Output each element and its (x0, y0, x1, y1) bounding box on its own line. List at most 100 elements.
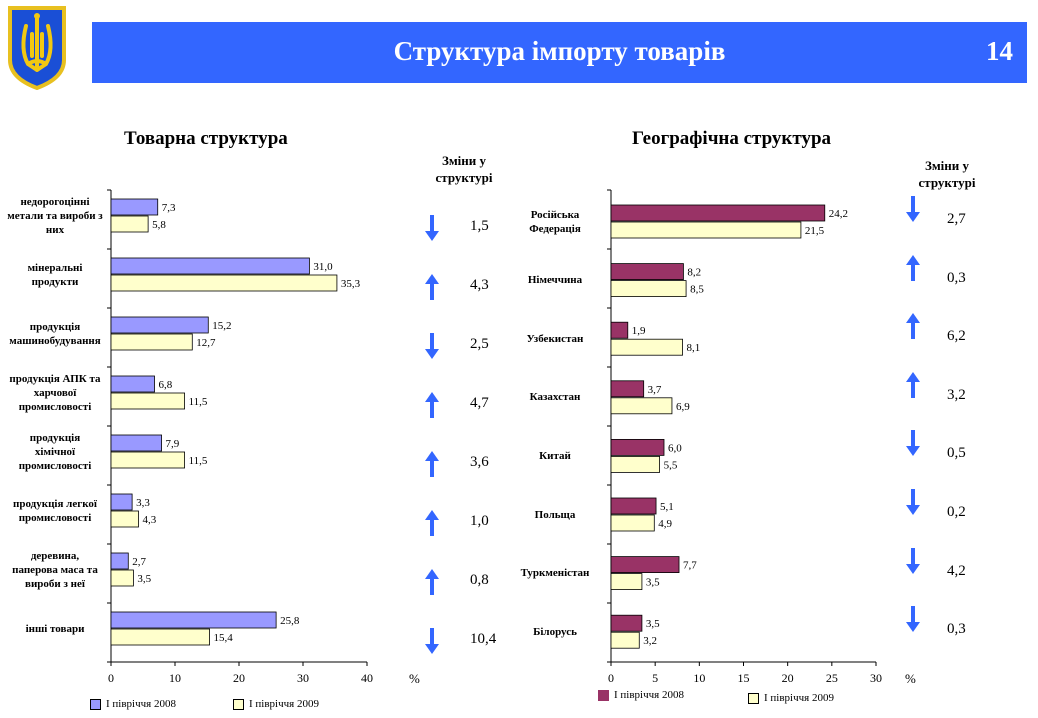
right-bar-2009 (610, 280, 687, 298)
left-unit-label: % (409, 671, 420, 686)
left-category-label: недорогоцінні метали та вироби з них (7, 195, 103, 236)
right-data-label: 7,7 (683, 560, 697, 572)
right-change-value: 3,2 (947, 386, 966, 403)
right-bar-2008 (610, 556, 680, 573)
right-data-label: 6,9 (676, 401, 690, 413)
right-category-label: Казахстан (529, 391, 581, 404)
left-data-label: 4,3 (143, 514, 157, 526)
arrow-up-icon (906, 254, 920, 281)
right-change-value: 2,7 (947, 211, 966, 227)
right-x-tick-label: 25 (826, 671, 838, 685)
right-category-label: Китай (539, 449, 571, 462)
right-data-label: 3,2 (643, 635, 657, 647)
left-data-label: 11,5 (189, 396, 208, 408)
right-bar-2009 (610, 573, 643, 590)
legend-swatch (90, 698, 101, 710)
left-bar-2008 (110, 375, 155, 393)
left-bar-2009 (110, 215, 149, 233)
left-category-label: деревина, паперова маса та вироби з неї (12, 549, 98, 590)
right-data-label: 4,9 (658, 518, 672, 530)
header-bar: Структура імпорту товарів 14 (92, 22, 1027, 83)
left-bar-2009 (110, 392, 185, 410)
right-change-value: 0,3 (947, 269, 966, 286)
left-bar-2008 (110, 257, 310, 275)
right-x-tick-label: 10 (693, 671, 705, 685)
arrow-down-icon (906, 196, 920, 222)
arrow-down-icon (906, 547, 920, 574)
left-bar-2008 (110, 316, 209, 334)
right-data-label: 5,1 (660, 501, 674, 513)
arrow-up-icon (425, 392, 439, 418)
left-bar-2009 (110, 628, 210, 646)
left-data-label: 11,5 (189, 455, 208, 467)
left-data-label: 15,2 (212, 320, 231, 332)
arrow-up-icon (906, 371, 920, 398)
right-data-label: 3,5 (646, 577, 660, 589)
right-change-value: 6,2 (947, 328, 966, 345)
right-bar-2009 (610, 455, 660, 473)
right-unit-label: % (905, 671, 916, 686)
right-bar-2009 (610, 221, 802, 239)
right-category-label: Туркменістан (520, 567, 590, 580)
left-data-label: 25,8 (280, 615, 300, 627)
left-data-label: 5,8 (152, 219, 166, 231)
right-category-label: Німеччина (527, 274, 583, 287)
right-data-label: 21,5 (805, 225, 825, 237)
right-bar-2009 (610, 397, 673, 415)
left-category-label: продукція машинобудування (9, 320, 101, 347)
left-data-label: 15,4 (214, 632, 234, 644)
left-change-value: 2,5 (470, 336, 489, 352)
left-data-label: 35,3 (341, 278, 361, 290)
left-change-value: 4,3 (470, 277, 489, 293)
arrow-down-icon (425, 628, 439, 654)
right-bar-2008 (610, 614, 643, 632)
left-x-tick-label: 10 (169, 671, 181, 685)
left-bar-2009 (110, 451, 185, 469)
coat-of-arms-icon (8, 6, 66, 90)
right-change-value: 0,5 (947, 445, 966, 462)
right-bar-2008 (610, 263, 684, 281)
left-x-tick-label: 0 (108, 671, 114, 685)
right-bar-2009 (610, 631, 640, 649)
left-category-label: мінеральні продукти (27, 261, 83, 288)
arrow-down-icon (906, 430, 920, 457)
left-bar-2008 (110, 552, 129, 570)
right-legend-2009: І півріччя 2009 (748, 692, 834, 704)
left-data-label: 2,7 (132, 556, 146, 568)
arrow-down-icon (906, 489, 920, 515)
left-change-value: 1,0 (470, 513, 489, 529)
left-bar-2009 (110, 510, 139, 528)
right-category-label: Російська Федерація (529, 208, 581, 235)
legend-swatch (233, 698, 244, 710)
arrow-up-icon (425, 274, 439, 300)
left-change-value: 4,7 (470, 395, 489, 411)
left-bar-2008 (110, 434, 162, 452)
right-x-tick-label: 15 (738, 671, 750, 685)
right-category-label: Польща (534, 508, 576, 521)
left-category-label: продукція легкої промисловості (13, 497, 97, 524)
left-data-label: 31,0 (313, 261, 333, 273)
left-bar-2009 (110, 274, 338, 292)
left-x-tick-label: 20 (233, 671, 245, 685)
left-category-label: продукція АПК та харчової промисловості (9, 372, 101, 413)
left-bar-2008 (110, 198, 159, 216)
left-bar-2008 (110, 493, 133, 511)
left-bar-2009 (110, 569, 134, 587)
left-x-tick-label: 40 (361, 671, 373, 685)
right-data-label: 6,0 (668, 442, 682, 454)
right-x-tick-label: 5 (652, 671, 658, 685)
arrow-down-icon (425, 215, 439, 241)
left-change-value: 3,6 (470, 454, 489, 470)
right-data-label: 1,9 (632, 325, 646, 337)
left-chart-title: Товарна структура (124, 128, 288, 149)
right-bar-2009 (610, 338, 683, 356)
right-bar-2008 (610, 321, 629, 339)
right-data-label: 8,5 (690, 284, 704, 296)
right-legend-2008: І півріччя 2008 (598, 689, 684, 701)
right-x-tick-label: 30 (870, 671, 882, 685)
left-bar-2008 (110, 611, 277, 629)
right-data-label: 3,7 (648, 384, 662, 396)
left-data-label: 7,3 (162, 202, 176, 214)
right-change-value: 4,2 (947, 562, 966, 579)
